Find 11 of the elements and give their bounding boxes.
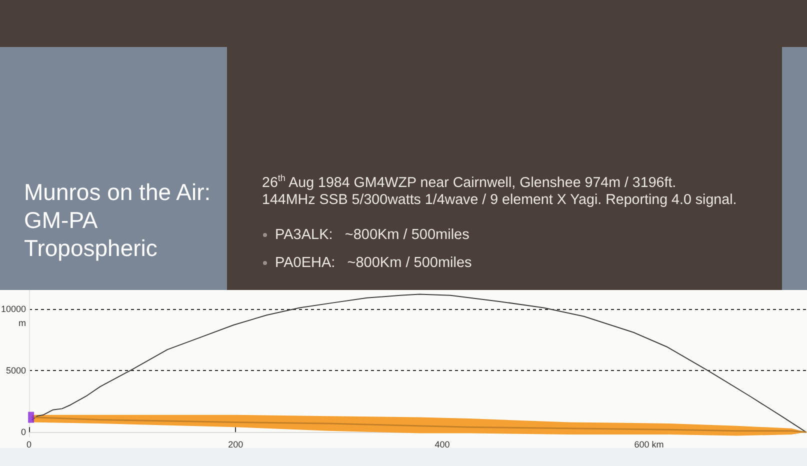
chart-subtitle: 26$^{th}$ Aug 1984 GM4WZP near Cairnwell, Glenshee 974m / 3196ft. 144MHz SSB 5/300watts 1/4wave / 9 element X Yagi. Reporting 4.0 signal. [262,173,737,209]
chart-title: Munros on the Air: GM-PA Tropospheric [24,178,212,262]
x-tick-label: 400 [434,440,450,450]
y-axis-title: m [18,318,26,328]
y-tick-label: 5000 [6,366,26,376]
text: PA3ALK: ~800Km / 500miles [275,226,470,244]
text: PA0EHA: ~800Km / 500miles [275,254,472,272]
x-tick-label: 600 km [634,440,664,450]
y-tick-label: 10000 [0,304,26,314]
y-tick-label: 0 [20,427,26,438]
x-tick-label: 200 [228,440,244,450]
